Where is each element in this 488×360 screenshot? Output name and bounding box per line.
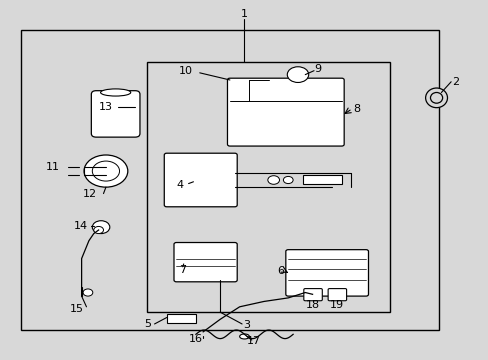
Circle shape xyxy=(92,221,110,234)
FancyBboxPatch shape xyxy=(91,91,140,137)
Ellipse shape xyxy=(239,334,249,339)
Text: 14: 14 xyxy=(73,221,87,231)
Bar xyxy=(302,175,341,184)
Circle shape xyxy=(283,176,292,184)
FancyBboxPatch shape xyxy=(227,78,344,146)
Circle shape xyxy=(92,161,119,181)
Text: 18: 18 xyxy=(305,300,319,310)
Circle shape xyxy=(84,155,127,187)
Bar xyxy=(166,314,196,323)
Text: 11: 11 xyxy=(45,162,60,172)
Text: 8: 8 xyxy=(352,104,359,113)
Text: 10: 10 xyxy=(179,66,193,76)
Bar xyxy=(21,30,438,330)
FancyBboxPatch shape xyxy=(303,289,322,301)
Text: 6: 6 xyxy=(277,266,284,276)
Text: 1: 1 xyxy=(241,9,247,19)
Text: 4: 4 xyxy=(176,180,183,190)
FancyBboxPatch shape xyxy=(174,243,237,282)
Text: 5: 5 xyxy=(143,319,150,329)
Circle shape xyxy=(83,289,93,296)
Ellipse shape xyxy=(101,89,130,96)
Text: 16: 16 xyxy=(188,334,203,344)
Circle shape xyxy=(267,176,279,184)
Text: 2: 2 xyxy=(451,77,459,87)
Circle shape xyxy=(94,226,103,234)
FancyBboxPatch shape xyxy=(327,289,346,301)
Text: 12: 12 xyxy=(83,189,97,199)
Text: 15: 15 xyxy=(70,303,83,314)
Text: 19: 19 xyxy=(329,300,343,310)
FancyBboxPatch shape xyxy=(164,153,237,207)
Bar xyxy=(147,62,389,312)
Text: 9: 9 xyxy=(313,64,320,74)
Text: 3: 3 xyxy=(243,320,250,330)
Text: 13: 13 xyxy=(99,102,113,112)
Text: 17: 17 xyxy=(246,337,261,346)
Text: 7: 7 xyxy=(179,265,186,275)
Ellipse shape xyxy=(425,88,447,108)
Circle shape xyxy=(287,67,308,82)
FancyBboxPatch shape xyxy=(285,249,368,296)
Ellipse shape xyxy=(429,93,442,103)
